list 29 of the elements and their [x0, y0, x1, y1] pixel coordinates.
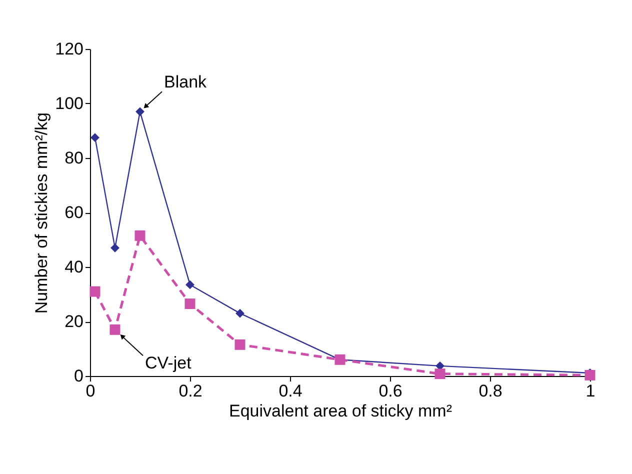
point [584, 370, 596, 380]
x-tick-label: 0.4 [278, 382, 302, 400]
point [90, 133, 100, 142]
point [134, 230, 146, 241]
point [90, 286, 100, 297]
point [110, 324, 120, 335]
x-tick-label: 0.6 [378, 382, 402, 400]
x-tick-label: 1 [586, 382, 596, 400]
y-tick-label: 120 [55, 40, 84, 58]
y-tick-label: 0 [74, 366, 84, 386]
point [234, 339, 246, 350]
point [110, 243, 120, 252]
x-axis-title: Equivalent area of sticky mm² [229, 402, 452, 420]
y-tick-label: 100 [55, 94, 84, 113]
annotation: Blank [164, 72, 208, 92]
x-tick-label: 0 [86, 382, 96, 400]
y-tick-label: 80 [64, 148, 84, 168]
point [136, 107, 144, 116]
point [186, 280, 194, 290]
x-tick-label: 0.8 [478, 382, 502, 400]
y-axis-title: Number of stickies mm²/kg [32, 112, 52, 314]
x-tick-label: 0.2 [178, 382, 202, 400]
point [434, 368, 446, 380]
annotation: CV-jet [145, 354, 192, 373]
y-tick-label: 60 [64, 203, 84, 222]
y-tick-label: 20 [64, 312, 84, 331]
y-tick-label: 40 [64, 258, 84, 276]
point [184, 298, 196, 310]
point [236, 308, 244, 318]
